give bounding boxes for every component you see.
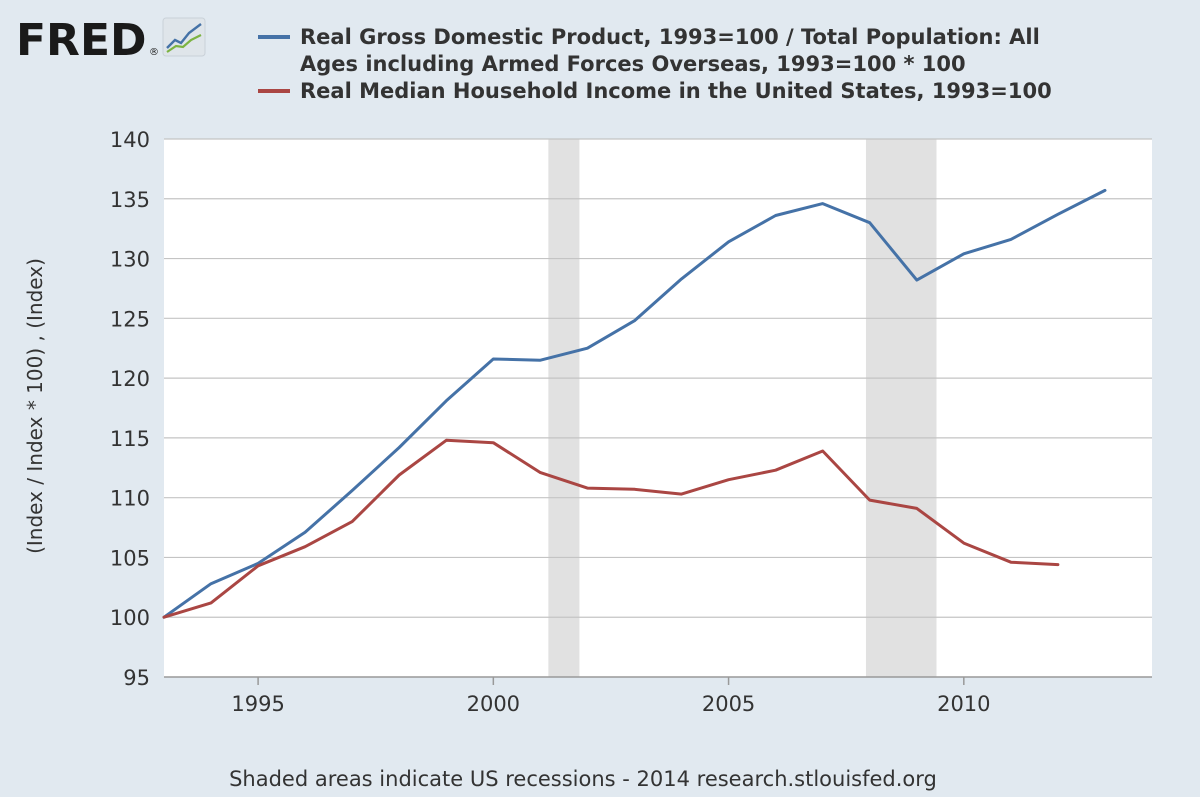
legend-label-2-line-1: Real Median Household Income in the Unit… xyxy=(300,79,1052,103)
recession-shading xyxy=(548,139,937,677)
x-tick-label-2005: 2005 xyxy=(702,692,755,716)
y-tick-label-120: 120 xyxy=(110,367,150,391)
plot-area xyxy=(164,139,1152,677)
y-tick-label-125: 125 xyxy=(110,307,150,331)
fred-graph-icon xyxy=(162,17,206,57)
x-tick-label-2010: 2010 xyxy=(937,692,990,716)
y-tick-label-130: 130 xyxy=(110,248,150,272)
x-tick-label-2000: 2000 xyxy=(467,692,520,716)
registered-mark: ® xyxy=(149,47,159,58)
y-tick-label-135: 135 xyxy=(110,188,150,212)
y-tick-label-110: 110 xyxy=(110,487,150,511)
legend-label-1-line-1: Real Gross Domestic Product, 1993=100 / … xyxy=(300,25,1040,49)
x-tick-label-1995: 1995 xyxy=(231,692,284,716)
y-tick-label-140: 140 xyxy=(110,128,150,152)
y-tick-label-105: 105 xyxy=(110,546,150,570)
grid-lines xyxy=(164,138,1152,618)
chart-legend: Real Gross Domestic Product, 1993=100 / … xyxy=(258,25,1052,103)
recession-band-2 xyxy=(865,139,937,677)
fred-logo-text: FRED xyxy=(16,15,147,66)
y-axis-title: (Index / Index * 100) , (Index) xyxy=(23,258,47,554)
y-tick-label-100: 100 xyxy=(110,606,150,630)
legend-label-1-line-2: Ages including Armed Forces Overseas, 19… xyxy=(300,52,966,76)
series-line-2 xyxy=(162,438,1060,619)
footer-note: Shaded areas indicate US recessions - 20… xyxy=(229,767,937,791)
y-tick-label-115: 115 xyxy=(110,427,150,451)
fred-logo[interactable]: FRED ® xyxy=(16,15,206,66)
y-tick-label-95: 95 xyxy=(123,666,150,690)
x-axis-ticks: 1995 2000 2005 2010 xyxy=(231,677,991,716)
y-axis-ticks: 95 100 105 110 115 120 125 130 135 140 xyxy=(110,128,150,690)
recession-band-1 xyxy=(548,139,580,677)
series-lines xyxy=(162,188,1107,619)
series-line-1 xyxy=(162,188,1107,619)
